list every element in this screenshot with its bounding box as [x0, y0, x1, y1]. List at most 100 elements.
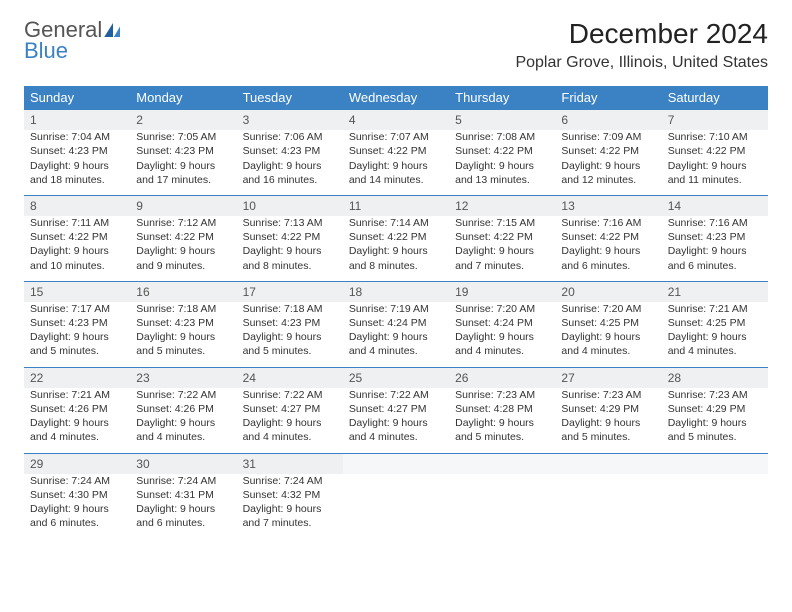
daylight-line: Daylight: 9 hours and 6 minutes. — [136, 502, 230, 530]
logo-sail-icon — [104, 23, 122, 37]
sunset-line: Sunset: 4:25 PM — [561, 316, 655, 330]
column-header: Tuesday — [237, 86, 343, 110]
day-info-cell: Sunrise: 7:12 AMSunset: 4:22 PMDaylight:… — [130, 216, 236, 281]
daylight-line: Daylight: 9 hours and 4 minutes. — [243, 416, 337, 444]
day-info-cell: Sunrise: 7:17 AMSunset: 4:23 PMDaylight:… — [24, 302, 130, 367]
day-info-cell: Sunrise: 7:19 AMSunset: 4:24 PMDaylight:… — [343, 302, 449, 367]
sunrise-line: Sunrise: 7:15 AM — [455, 216, 549, 230]
location: Poplar Grove, Illinois, United States — [515, 54, 768, 72]
sunrise-line: Sunrise: 7:12 AM — [136, 216, 230, 230]
day-number-cell: 1 — [24, 110, 130, 131]
day-info-cell: Sunrise: 7:16 AMSunset: 4:22 PMDaylight:… — [555, 216, 661, 281]
logo-text-2: Blue — [24, 38, 68, 63]
day-number-cell: 4 — [343, 110, 449, 131]
sunrise-line: Sunrise: 7:21 AM — [30, 388, 124, 402]
sunrise-line: Sunrise: 7:17 AM — [30, 302, 124, 316]
sunrise-line: Sunrise: 7:18 AM — [243, 302, 337, 316]
sunset-line: Sunset: 4:23 PM — [668, 230, 762, 244]
day-info-cell: Sunrise: 7:05 AMSunset: 4:23 PMDaylight:… — [130, 130, 236, 195]
day-number-cell: 20 — [555, 281, 661, 302]
day-info-cell: Sunrise: 7:22 AMSunset: 4:26 PMDaylight:… — [130, 388, 236, 453]
daylight-line: Daylight: 9 hours and 13 minutes. — [455, 159, 549, 187]
sunset-line: Sunset: 4:26 PM — [136, 402, 230, 416]
daylight-line: Daylight: 9 hours and 6 minutes. — [561, 244, 655, 272]
day-info-cell: Sunrise: 7:10 AMSunset: 4:22 PMDaylight:… — [662, 130, 768, 195]
info-row: Sunrise: 7:24 AMSunset: 4:30 PMDaylight:… — [24, 474, 768, 539]
sunrise-line: Sunrise: 7:07 AM — [349, 130, 443, 144]
sunrise-line: Sunrise: 7:23 AM — [561, 388, 655, 402]
day-info-cell: Sunrise: 7:22 AMSunset: 4:27 PMDaylight:… — [237, 388, 343, 453]
daylight-line: Daylight: 9 hours and 4 minutes. — [349, 330, 443, 358]
day-info-cell: Sunrise: 7:06 AMSunset: 4:23 PMDaylight:… — [237, 130, 343, 195]
sunset-line: Sunset: 4:22 PM — [561, 230, 655, 244]
sunrise-line: Sunrise: 7:23 AM — [455, 388, 549, 402]
daylight-line: Daylight: 9 hours and 4 minutes. — [30, 416, 124, 444]
daylight-line: Daylight: 9 hours and 11 minutes. — [668, 159, 762, 187]
daylight-line: Daylight: 9 hours and 5 minutes. — [136, 330, 230, 358]
sunset-line: Sunset: 4:27 PM — [349, 402, 443, 416]
sunrise-line: Sunrise: 7:09 AM — [561, 130, 655, 144]
day-number-cell: 7 — [662, 110, 768, 131]
sunset-line: Sunset: 4:23 PM — [243, 316, 337, 330]
daylight-line: Daylight: 9 hours and 8 minutes. — [243, 244, 337, 272]
day-number-cell: 3 — [237, 110, 343, 131]
day-info-cell: Sunrise: 7:08 AMSunset: 4:22 PMDaylight:… — [449, 130, 555, 195]
day-number-cell — [555, 453, 661, 474]
day-info-cell: Sunrise: 7:24 AMSunset: 4:31 PMDaylight:… — [130, 474, 236, 539]
day-info-cell: Sunrise: 7:04 AMSunset: 4:23 PMDaylight:… — [24, 130, 130, 195]
sunrise-line: Sunrise: 7:19 AM — [349, 302, 443, 316]
daylight-line: Daylight: 9 hours and 10 minutes. — [30, 244, 124, 272]
day-number-cell: 26 — [449, 367, 555, 388]
daylight-line: Daylight: 9 hours and 7 minutes. — [243, 502, 337, 530]
sunset-line: Sunset: 4:28 PM — [455, 402, 549, 416]
sunrise-line: Sunrise: 7:22 AM — [136, 388, 230, 402]
sunset-line: Sunset: 4:23 PM — [30, 316, 124, 330]
sunset-line: Sunset: 4:22 PM — [349, 144, 443, 158]
day-info-cell: Sunrise: 7:07 AMSunset: 4:22 PMDaylight:… — [343, 130, 449, 195]
sunrise-line: Sunrise: 7:20 AM — [455, 302, 549, 316]
day-info-cell: Sunrise: 7:21 AMSunset: 4:26 PMDaylight:… — [24, 388, 130, 453]
day-info-cell: Sunrise: 7:14 AMSunset: 4:22 PMDaylight:… — [343, 216, 449, 281]
info-row: Sunrise: 7:17 AMSunset: 4:23 PMDaylight:… — [24, 302, 768, 367]
daylight-line: Daylight: 9 hours and 6 minutes. — [30, 502, 124, 530]
day-number-cell: 21 — [662, 281, 768, 302]
sunset-line: Sunset: 4:23 PM — [30, 144, 124, 158]
logo-line2: Blue — [24, 39, 122, 62]
day-number-cell: 6 — [555, 110, 661, 131]
sunset-line: Sunset: 4:23 PM — [136, 316, 230, 330]
daylight-line: Daylight: 9 hours and 4 minutes. — [136, 416, 230, 444]
header: General Blue December 2024 Poplar Grove,… — [24, 18, 768, 72]
sunrise-line: Sunrise: 7:21 AM — [668, 302, 762, 316]
sunrise-line: Sunrise: 7:08 AM — [455, 130, 549, 144]
sunset-line: Sunset: 4:22 PM — [561, 144, 655, 158]
sunset-line: Sunset: 4:23 PM — [243, 144, 337, 158]
sunset-line: Sunset: 4:22 PM — [349, 230, 443, 244]
daylight-line: Daylight: 9 hours and 4 minutes. — [349, 416, 443, 444]
day-info-cell: Sunrise: 7:21 AMSunset: 4:25 PMDaylight:… — [662, 302, 768, 367]
day-number-cell: 18 — [343, 281, 449, 302]
sunset-line: Sunset: 4:25 PM — [668, 316, 762, 330]
day-info-cell: Sunrise: 7:18 AMSunset: 4:23 PMDaylight:… — [237, 302, 343, 367]
day-number-cell: 8 — [24, 195, 130, 216]
sunset-line: Sunset: 4:27 PM — [243, 402, 337, 416]
sunrise-line: Sunrise: 7:16 AM — [668, 216, 762, 230]
sunrise-line: Sunrise: 7:13 AM — [243, 216, 337, 230]
column-header: Thursday — [449, 86, 555, 110]
day-number-cell: 13 — [555, 195, 661, 216]
day-number-cell: 12 — [449, 195, 555, 216]
daylight-line: Daylight: 9 hours and 7 minutes. — [455, 244, 549, 272]
day-number-cell: 22 — [24, 367, 130, 388]
sunset-line: Sunset: 4:22 PM — [455, 230, 549, 244]
daylight-line: Daylight: 9 hours and 4 minutes. — [561, 330, 655, 358]
sunrise-line: Sunrise: 7:22 AM — [349, 388, 443, 402]
sunrise-line: Sunrise: 7:16 AM — [561, 216, 655, 230]
day-number-cell: 16 — [130, 281, 236, 302]
info-row: Sunrise: 7:11 AMSunset: 4:22 PMDaylight:… — [24, 216, 768, 281]
daynum-row: 15161718192021 — [24, 281, 768, 302]
sunrise-line: Sunrise: 7:24 AM — [136, 474, 230, 488]
daylight-line: Daylight: 9 hours and 5 minutes. — [561, 416, 655, 444]
info-row: Sunrise: 7:04 AMSunset: 4:23 PMDaylight:… — [24, 130, 768, 195]
sunrise-line: Sunrise: 7:18 AM — [136, 302, 230, 316]
day-number-cell — [343, 453, 449, 474]
day-number-cell: 11 — [343, 195, 449, 216]
